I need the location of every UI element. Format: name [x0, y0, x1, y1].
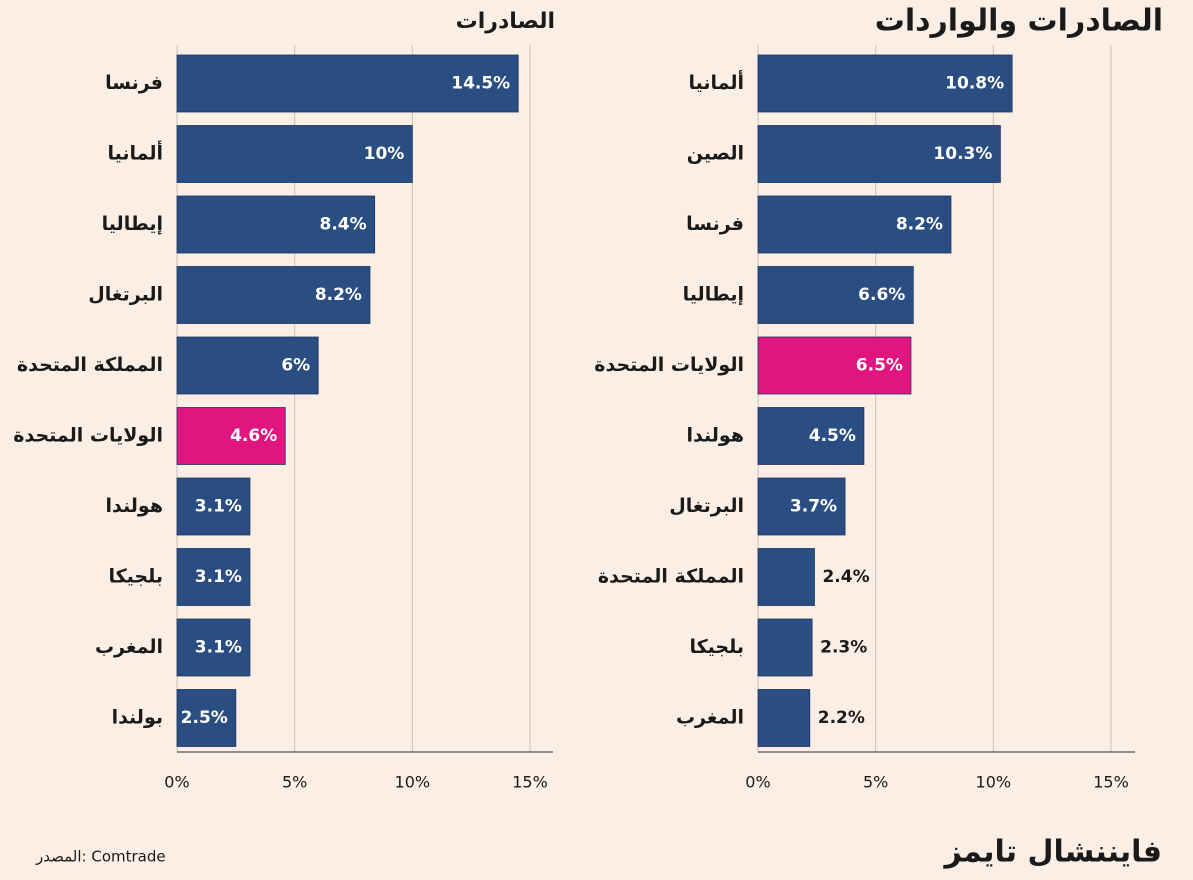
bar — [176, 407, 286, 465]
category-label: الصين — [687, 143, 744, 165]
value-label: 6% — [281, 356, 310, 376]
category-label: فرنسا — [105, 72, 163, 94]
publisher: فايننشال تايمز — [943, 835, 1163, 870]
value-label: 2.4% — [822, 567, 869, 587]
bar — [757, 125, 1001, 183]
category-label: هولندا — [687, 425, 744, 447]
bar — [757, 477, 846, 536]
bar — [176, 477, 251, 536]
chart-title: الصادرات والواردات — [875, 4, 1163, 39]
category-label: المملكة المتحدة — [17, 354, 163, 376]
bar — [176, 195, 376, 254]
bar — [176, 689, 237, 747]
category-label: ألمانيا — [688, 70, 744, 94]
category-label: المملكة المتحدة — [598, 566, 744, 588]
bar — [176, 54, 519, 113]
bar — [757, 618, 813, 677]
value-label: 2.3% — [820, 638, 867, 658]
category-label: الولايات المتحدة — [13, 425, 163, 447]
x-tick-label: 0% — [164, 773, 189, 792]
chart-title: الصادرات — [456, 9, 555, 34]
x-tick-label: 15% — [512, 773, 548, 792]
category-label: ألمانيا — [107, 141, 163, 165]
bar — [757, 689, 811, 747]
category-label: المغرب — [95, 636, 163, 658]
x-tick-label: 10% — [976, 773, 1012, 792]
category-label: هولندا — [106, 495, 163, 517]
value-label: 10.3% — [933, 144, 992, 164]
bar — [757, 54, 1013, 113]
bar — [176, 125, 413, 183]
value-label: 6.6% — [858, 285, 905, 305]
bar — [757, 195, 952, 254]
category-label: بلجيكا — [689, 636, 744, 658]
value-label: 4.5% — [809, 426, 856, 446]
value-label: 2.2% — [818, 708, 865, 728]
bar — [176, 266, 371, 324]
value-label: 8.2% — [896, 215, 943, 235]
category-label: المغرب — [676, 707, 744, 729]
x-tick-label: 5% — [863, 773, 888, 792]
category-label: فرنسا — [686, 213, 744, 235]
value-label: 10.8% — [945, 74, 1004, 94]
value-label: 10% — [364, 144, 405, 164]
value-label: 6.5% — [856, 356, 903, 376]
value-label: 8.4% — [320, 215, 367, 235]
x-tick-label: 10% — [395, 773, 431, 792]
value-label: 3.1% — [195, 497, 242, 517]
value-label: 14.5% — [451, 74, 510, 94]
bar — [176, 618, 251, 677]
source: المصدر: Comtrade — [35, 848, 166, 866]
value-label: 3.1% — [195, 638, 242, 658]
bar — [757, 548, 815, 606]
category-label: البرتغال — [669, 495, 744, 517]
category-label: بولندا — [112, 707, 163, 729]
category-label: إيطاليا — [102, 213, 163, 235]
bar — [176, 548, 251, 606]
value-label: 3.7% — [790, 497, 837, 517]
x-tick-label: 15% — [1093, 773, 1129, 792]
bar — [757, 336, 912, 395]
value-label: 8.2% — [315, 285, 362, 305]
category-label: الولايات المتحدة — [594, 354, 744, 376]
bar — [176, 336, 319, 395]
category-label: البرتغال — [88, 284, 163, 306]
category-label: بلجيكا — [108, 566, 163, 588]
bar — [757, 407, 865, 465]
value-label: 2.5% — [181, 708, 228, 728]
x-tick-label: 5% — [282, 773, 307, 792]
category-label: إيطاليا — [683, 284, 744, 306]
value-label: 4.6% — [230, 426, 277, 446]
x-tick-label: 0% — [745, 773, 770, 792]
value-label: 3.1% — [195, 567, 242, 587]
bar — [757, 266, 914, 324]
